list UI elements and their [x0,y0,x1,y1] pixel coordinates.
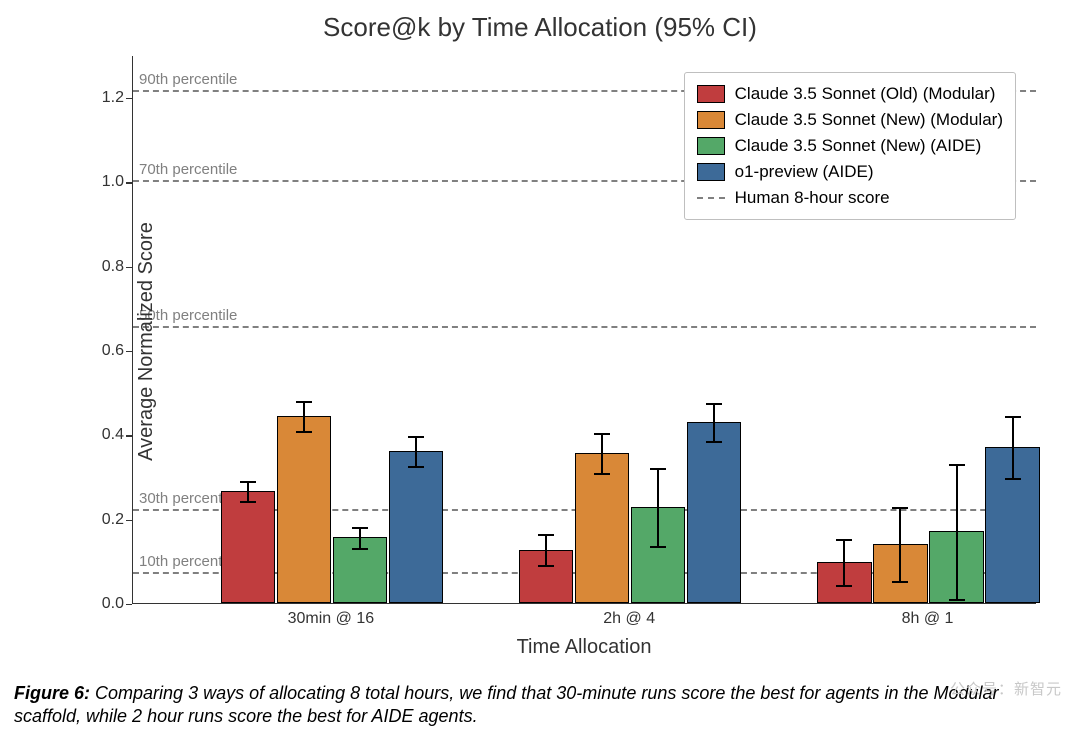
error-bar [545,535,547,566]
y-tick-label: 1.2 [102,89,124,107]
y-tick-label: 0.6 [102,342,124,360]
percentile-label: 70th percentile [139,161,237,178]
error-cap [1005,416,1021,418]
error-bar [1012,417,1014,479]
error-bar [359,528,361,549]
y-tick-label: 0.4 [102,426,124,444]
error-cap [408,466,424,468]
error-cap [538,534,554,536]
error-cap [949,599,965,601]
error-cap [594,433,610,435]
legend-swatch [697,85,725,103]
legend-item: o1-preview (AIDE) [697,159,1003,185]
legend-label: Claude 3.5 Sonnet (New) (AIDE) [735,136,982,156]
error-bar [713,404,715,442]
legend-label: Human 8-hour score [735,188,890,208]
bar [687,422,741,603]
y-tick-label: 0.2 [102,511,124,529]
legend-item: Human 8-hour score [697,185,1003,211]
caption-lead: Figure 6: [14,683,90,703]
legend-swatch [697,163,725,181]
legend-item: Claude 3.5 Sonnet (Old) (Modular) [697,81,1003,107]
bar [389,451,443,603]
error-cap [650,468,666,470]
legend-swatch [697,137,725,155]
legend-item: Claude 3.5 Sonnet (New) (Modular) [697,107,1003,133]
error-cap [892,581,908,583]
error-bar [303,402,305,432]
chart-container: Score@k by Time Allocation (95% CI) 90th… [0,0,1080,680]
x-tick-label: 2h @ 4 [603,610,655,628]
legend-swatch [697,111,725,129]
figure-caption: Figure 6: Comparing 3 ways of allocating… [14,682,1066,727]
bar [277,416,331,603]
error-cap [836,539,852,541]
error-cap [538,565,554,567]
error-cap [408,436,424,438]
error-bar [415,437,417,467]
legend-label: o1-preview (AIDE) [735,162,874,182]
error-bar [956,465,958,600]
error-cap [892,507,908,509]
error-cap [240,481,256,483]
legend-item: Claude 3.5 Sonnet (New) (AIDE) [697,133,1003,159]
y-tick-label: 1.0 [102,173,124,191]
error-cap [706,403,722,405]
error-cap [706,441,722,443]
error-bar [899,508,901,582]
y-tick-mark [126,267,132,268]
y-tick-label: 0.0 [102,595,124,613]
caption-body: Comparing 3 ways of allocating 8 total h… [14,683,999,726]
error-bar [247,482,249,502]
percentile-line [133,326,1036,328]
y-tick-label: 0.8 [102,258,124,276]
y-tick-mark [126,351,132,352]
error-cap [836,585,852,587]
y-tick-mark [126,604,132,605]
error-cap [352,548,368,550]
y-axis-label: Average Normalized Score [135,222,158,461]
bar [221,491,275,603]
error-cap [240,501,256,503]
y-tick-mark [126,520,132,521]
error-bar [843,540,845,586]
watermark: 公众号：新智元 [950,678,1062,699]
y-tick-mark [126,98,132,99]
bar [575,453,629,603]
y-tick-mark [126,182,132,183]
chart-title: Score@k by Time Allocation (95% CI) [0,12,1080,43]
legend-label: Claude 3.5 Sonnet (New) (Modular) [735,110,1003,130]
error-bar [657,469,659,547]
legend-label: Claude 3.5 Sonnet (Old) (Modular) [735,84,996,104]
error-bar [601,434,603,474]
error-cap [949,464,965,466]
percentile-label: 90th percentile [139,71,237,88]
legend-dash-icon [697,197,725,199]
error-cap [1005,478,1021,480]
error-cap [594,473,610,475]
error-cap [650,546,666,548]
y-tick-mark [126,435,132,436]
error-cap [296,431,312,433]
legend: Claude 3.5 Sonnet (Old) (Modular) Claude … [684,72,1016,220]
error-cap [352,527,368,529]
x-tick-label: 30min @ 16 [288,610,375,628]
x-tick-label: 8h @ 1 [902,610,954,628]
error-cap [296,401,312,403]
x-axis-label: Time Allocation [132,636,1036,659]
